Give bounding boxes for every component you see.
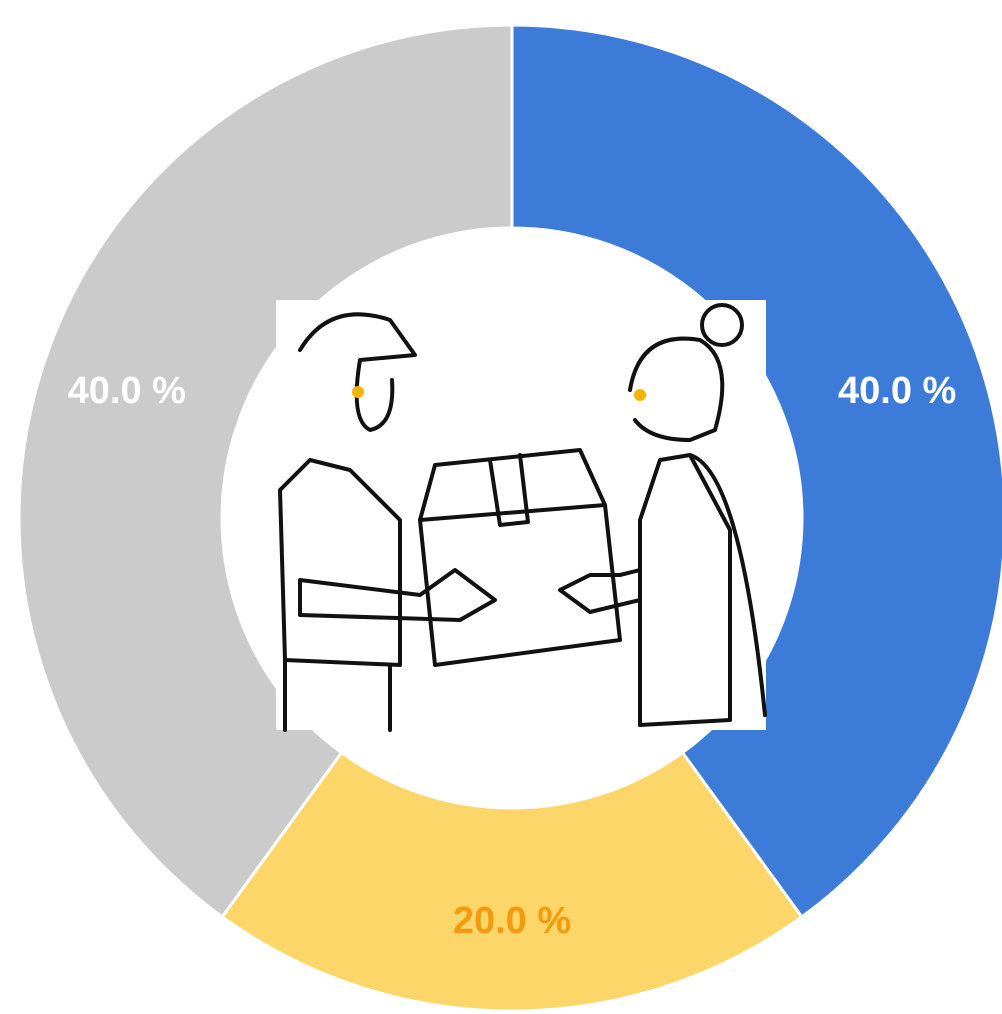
donut [17, 23, 1002, 1013]
woman-back [688, 453, 767, 717]
box-lines [418, 453, 607, 527]
woman-arm [558, 568, 642, 614]
value-label: 20.0 % [453, 900, 571, 942]
illustration-background [276, 300, 766, 730]
value-label: 40.0 % [838, 370, 956, 412]
cheek [352, 386, 364, 398]
illustration [276, 300, 767, 732]
man-legs [283, 658, 392, 732]
value-label: 40.0 % [68, 370, 186, 412]
woman-bun [700, 303, 744, 347]
woman-head [628, 336, 725, 442]
donut-slice [220, 750, 804, 1013]
cheek [634, 389, 646, 401]
man-arm [298, 568, 497, 622]
donut-slice [17, 23, 514, 919]
